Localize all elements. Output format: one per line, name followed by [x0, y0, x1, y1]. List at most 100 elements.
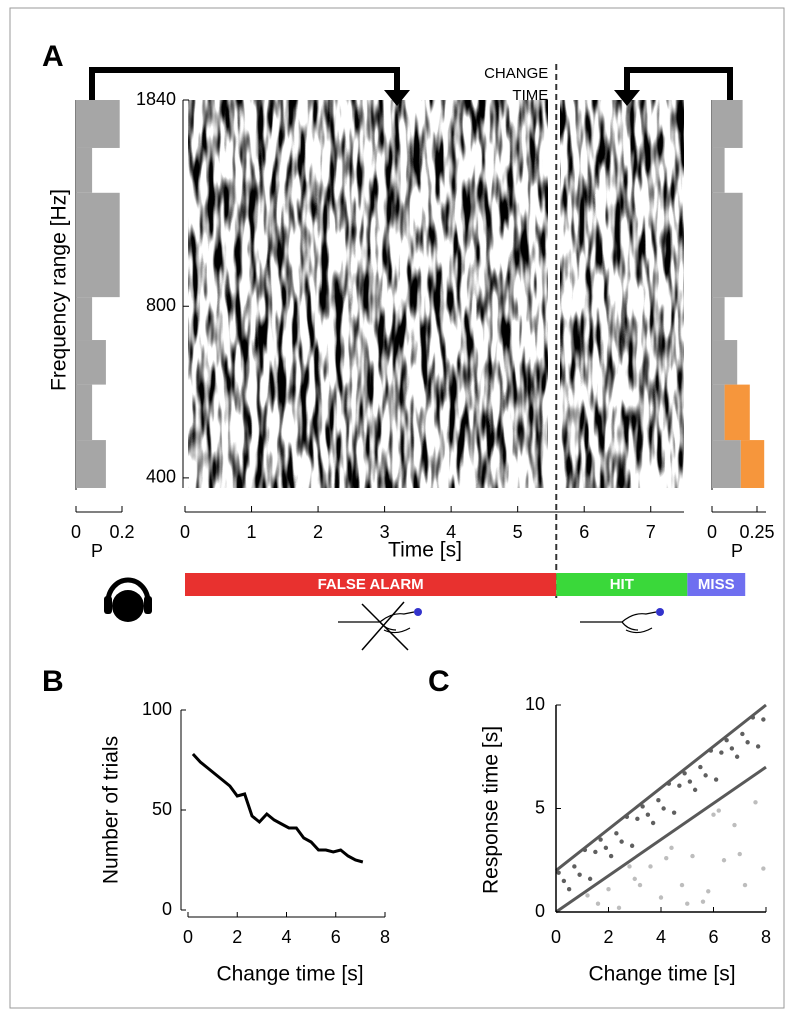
hist-bar [712, 297, 725, 341]
hist-bar [76, 192, 120, 298]
scatter-point [608, 853, 614, 859]
scatter-point [616, 905, 622, 911]
panel-label: C [428, 665, 450, 698]
x-tick-label: 7 [646, 522, 656, 542]
scatter-point [658, 895, 664, 900]
scatter-point [724, 737, 729, 743]
scatter-point [706, 889, 711, 894]
hist-bar [712, 192, 743, 298]
x-tick-label: 8 [761, 927, 771, 947]
scatter-point [682, 771, 687, 776]
scatter-point [595, 901, 601, 906]
scatter-point [606, 887, 611, 892]
response-window-label: MISS [698, 576, 735, 593]
scatter-point [716, 808, 721, 813]
hist-bar [76, 297, 93, 341]
frame [9, 7, 785, 1009]
scatter-point [679, 882, 685, 888]
scatter-point [645, 812, 651, 817]
x-tick-label: 5 [513, 522, 523, 542]
scatter-point [635, 816, 640, 822]
response-window [556, 573, 688, 596]
scatter-point [556, 870, 561, 875]
scatter-point [572, 864, 577, 869]
scatter-point [598, 837, 603, 842]
scatter-point [632, 876, 637, 882]
hist-bar [76, 100, 120, 148]
scatter-point [637, 882, 643, 888]
reference-line [555, 703, 767, 872]
panel-label: A [42, 40, 64, 73]
arrow-left [89, 67, 400, 104]
hand-icon-crossed [338, 601, 422, 651]
x-tick-label: 0 [551, 927, 561, 947]
y-tick-label: 0 [162, 899, 172, 919]
scatter-point [737, 851, 742, 857]
scatter-point [603, 845, 609, 851]
scatter-point [734, 754, 740, 759]
scatter-point [700, 899, 706, 904]
hist-bar [712, 384, 725, 441]
x-axis-label: P [91, 541, 103, 561]
line [191, 752, 364, 864]
scatter-point [671, 810, 677, 815]
scatter-point [629, 843, 635, 848]
x-axis-label: Change time [s] [588, 963, 735, 986]
scatter-point [593, 849, 598, 855]
x-axis-label: Time [s] [388, 539, 462, 562]
reference-line [555, 765, 767, 914]
response-window [185, 573, 557, 596]
hist-bar [76, 440, 106, 488]
y-tick-label: 1840 [136, 89, 176, 109]
scatter-point [761, 866, 766, 871]
x-tick-label: 0.25 [739, 522, 774, 542]
x-tick-label: 6 [708, 927, 718, 947]
y-tick-label: 5 [535, 797, 545, 817]
arrow-head [614, 90, 640, 106]
x-axis-label: Change time [s] [216, 963, 363, 986]
y-tick-label: 50 [152, 799, 172, 819]
panel-label: B [42, 665, 64, 698]
hist-bar [76, 384, 93, 441]
x-tick-label: 4 [281, 927, 291, 947]
scatter-point [703, 773, 708, 778]
scatter-point [648, 864, 653, 869]
response-window-label: HIT [610, 576, 634, 593]
hist-bar [76, 340, 106, 385]
scatter-point [745, 740, 750, 745]
spectrogram-before [188, 100, 548, 488]
scatter-clip [556, 715, 766, 911]
hist-bar [740, 440, 765, 488]
scatter-point [729, 746, 735, 751]
scatter-point [740, 731, 745, 737]
y-tick-label: 400 [146, 467, 176, 487]
scatter-point [711, 812, 716, 817]
scatter-point [732, 822, 737, 828]
x-tick-label: 2 [232, 927, 242, 947]
scatter-point [755, 744, 761, 749]
y-tick-label: 100 [142, 699, 172, 719]
change-time-label: CHANGE [484, 65, 548, 82]
scatter-point [761, 717, 766, 722]
spectrogram-after [560, 100, 684, 488]
scatter-point [742, 882, 748, 888]
response-window-label: FALSE ALARM [318, 576, 424, 593]
x-axis-label: P [731, 541, 743, 561]
hist-bar [76, 147, 93, 193]
scatter-point [577, 872, 582, 877]
scatter-point [677, 783, 682, 788]
scatter-point [566, 887, 572, 892]
x-tick-label: 0.2 [109, 522, 134, 542]
y-tick-label: 0 [535, 901, 545, 921]
scatter-point [687, 779, 693, 784]
x-tick-label: 0 [180, 522, 190, 542]
y-tick-label: 10 [525, 694, 545, 714]
change-time-label: TIME [512, 87, 548, 104]
scatter-point [587, 876, 593, 882]
scatter-point [664, 855, 669, 861]
scatter-point [619, 839, 624, 844]
x-tick-label: 2 [603, 927, 613, 947]
x-tick-label: 6 [579, 522, 589, 542]
scatter-point [719, 750, 724, 755]
